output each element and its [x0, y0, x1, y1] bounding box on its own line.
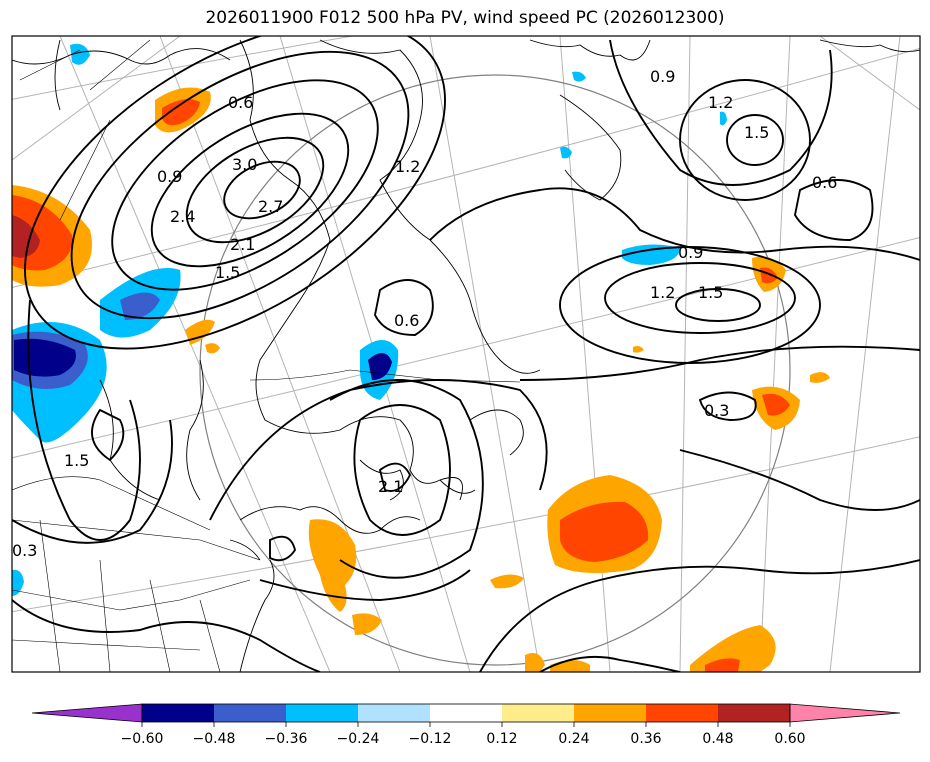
colorbar-tick-label: 0.24: [558, 731, 589, 747]
contour-label: 0.9: [157, 167, 182, 186]
contour-label: 2.7: [258, 197, 283, 216]
colorbar-tick-label: −0.24: [337, 731, 380, 747]
coastlines: [12, 39, 920, 672]
colorbar-extend-low: [31, 703, 143, 723]
contour-label: 0.9: [678, 243, 703, 262]
contour-label: 1.5: [64, 451, 89, 470]
contour-label: 1.5: [215, 263, 240, 282]
reference-circle: [199, 74, 791, 666]
contour-label: 1.2: [650, 283, 675, 302]
contour-label: 0.6: [228, 93, 253, 112]
colorbar-segment: [358, 704, 430, 722]
colorbar-outline: [141, 703, 791, 723]
contour-label: 2.1: [378, 477, 403, 496]
contour-label: 1.5: [744, 123, 769, 142]
negative-anomaly-fills: [12, 43, 727, 596]
contour-label: 0.3: [704, 401, 729, 420]
colorbar-segment: [502, 704, 574, 722]
colorbar-segment: [286, 704, 358, 722]
colorbar-tick-label: 0.60: [774, 731, 805, 747]
map-frame: [11, 35, 921, 673]
colorbar-segment: [574, 704, 646, 722]
contour-label: 0.9: [650, 67, 675, 86]
colorbar-segment: [430, 704, 502, 722]
colorbar-tick-label: 0.36: [630, 731, 661, 747]
colorbar-segment: [718, 704, 790, 722]
contour-labels: 0.6 0.9 1.2 1.5 0.6 0.9 1.2 1.5 0.3 0.9 …: [12, 67, 837, 560]
contour-label: 0.6: [812, 173, 837, 192]
colorbar-segment: [214, 704, 286, 722]
colorbar-tick-label: −0.12: [409, 731, 452, 747]
colorbar-ticks: −0.60 −0.48 −0.36 −0.24 −0.12 0.12 0.24 0.36 0.4…: [121, 722, 806, 747]
colorbar-segment: [646, 704, 718, 722]
map-title: 2026011900 F012 500 hPa PV, wind speed P…: [205, 8, 725, 28]
contour-label: 1.2: [708, 93, 733, 112]
colorbar-extend-high: [789, 703, 901, 723]
contour-label: 2.4: [170, 207, 195, 226]
map-background: [12, 36, 920, 672]
positive-anomaly-fills: [12, 87, 830, 672]
colorbar-tick-label: −0.48: [193, 731, 236, 747]
colorbar-segment: [142, 704, 214, 722]
political-borders: [12, 39, 521, 672]
contour-label: 2.1: [230, 235, 255, 254]
colorbar-tick-label: −0.60: [121, 731, 164, 747]
colorbar: −0.60 −0.48 −0.36 −0.24 −0.12 0.12 0.24 0.36 0.4…: [31, 703, 901, 747]
contour-label: 3.0: [232, 155, 257, 174]
wind-speed-contours: [12, 36, 920, 672]
contour-label: 1.5: [698, 283, 723, 302]
contour-label: 0.3: [12, 541, 37, 560]
colorbar-tick-label: 0.48: [702, 731, 733, 747]
map-panel: 0.6 0.9 1.2 1.5 0.6 0.9 1.2 1.5 0.3 0.9 …: [12, 36, 920, 672]
colorbar-tick-label: 0.12: [486, 731, 517, 747]
contour-label: 0.6: [394, 311, 419, 330]
colorbar-tick-label: −0.36: [265, 731, 308, 747]
colorbar-segments: [31, 703, 901, 723]
contour-label: 1.2: [395, 157, 420, 176]
